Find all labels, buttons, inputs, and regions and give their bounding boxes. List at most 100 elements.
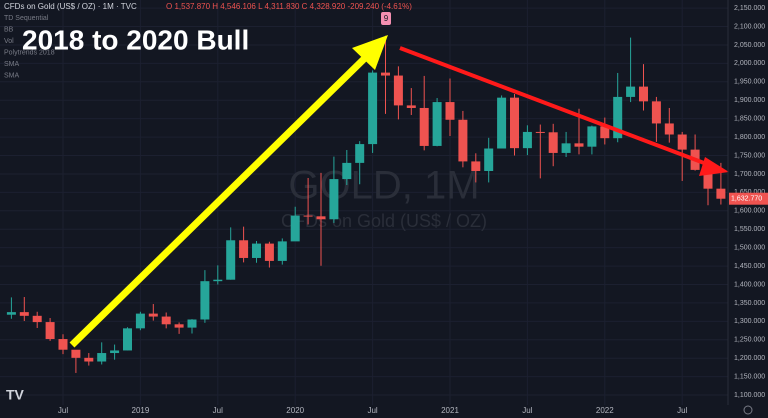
candle-body <box>664 123 674 135</box>
candle-body <box>71 349 81 358</box>
y-tick-label: 1,650.000 <box>734 189 765 196</box>
y-tick-label: 1,550.000 <box>734 226 765 233</box>
candle-body <box>290 215 300 242</box>
candle-body <box>6 312 16 315</box>
y-tick-label: 1,600.000 <box>734 208 765 215</box>
y-tick-label: 2,050.000 <box>734 42 765 49</box>
y-tick-label: 2,000.000 <box>734 60 765 67</box>
x-tick-label: 2021 <box>441 406 459 415</box>
candle-body <box>406 105 416 108</box>
y-tick-label: 1,500.000 <box>734 244 765 251</box>
y-tick-label: 1,150.000 <box>734 373 765 380</box>
y-tick-label: 1,400.000 <box>734 281 765 288</box>
annotation: 2018 to 2020 Bull <box>22 24 249 55</box>
header-values: O 1,537.870 H 4,546.106 L 4,311.830 C 4,… <box>166 2 412 11</box>
bear-arrow <box>399 46 729 176</box>
y-tick-label: 2,150.000 <box>734 5 765 12</box>
y-tick-label: 1,950.000 <box>734 79 765 86</box>
indicator-label: BB <box>4 26 14 33</box>
y-tick-label: 1,100.000 <box>734 392 765 399</box>
candle-body <box>716 188 726 199</box>
candle-body <box>574 143 584 147</box>
indicator-label: Vol <box>4 38 14 45</box>
last-price-label: 1,632.770 <box>731 196 762 203</box>
x-tick-label: 2022 <box>596 406 614 415</box>
chart-title: CFDs on Gold (US$ / OZ) · 1M · TVC <box>4 2 137 11</box>
candle-body <box>84 357 94 362</box>
y-tick-label: 1,800.000 <box>734 134 765 141</box>
candle-body <box>226 240 236 280</box>
candle-body <box>471 161 481 171</box>
candle-body <box>535 131 545 133</box>
candle-body <box>445 102 455 120</box>
candle-body <box>19 312 29 316</box>
settings-icon[interactable] <box>743 405 753 415</box>
candle-body <box>58 339 68 350</box>
candle-body <box>148 313 158 317</box>
candle-body <box>484 148 494 171</box>
y-tick-label: 1,850.000 <box>734 116 765 123</box>
y-tick-label: 1,450.000 <box>734 263 765 270</box>
candle-body <box>497 97 507 149</box>
candle-body <box>393 75 403 106</box>
candle-body <box>252 243 261 258</box>
y-tick-label: 1,300.000 <box>734 318 765 325</box>
candle-body <box>316 216 326 220</box>
signal-label: 9 <box>384 14 389 23</box>
indicator-label: Polytrends 2018 <box>4 49 55 56</box>
candle-body <box>639 86 648 102</box>
candle-body <box>510 97 519 149</box>
candle-body <box>613 96 623 139</box>
candle-body <box>342 162 352 180</box>
candle-body <box>432 102 442 146</box>
x-tick-label: Jul <box>522 406 532 415</box>
x-tick-label: Jul <box>367 406 377 415</box>
candle-body <box>110 350 120 354</box>
candle-body <box>355 144 365 163</box>
bull-arrow <box>69 35 388 348</box>
y-tick-label: 1,200.000 <box>734 355 765 362</box>
y-tick-label: 1,900.000 <box>734 97 765 104</box>
watermark: GOLD, 1M <box>288 164 479 208</box>
candle-body <box>587 126 597 147</box>
candle-body <box>548 132 558 153</box>
candle-body <box>97 353 107 362</box>
x-tick-label: 2019 <box>132 406 150 415</box>
watermark-subtitle: CFDs on Gold (US$ / OZ) <box>281 211 487 231</box>
y-tick-label: 1,750.000 <box>734 152 765 159</box>
indicator-label: TD Sequential <box>4 15 49 22</box>
candle-body <box>303 215 313 217</box>
candle-body <box>45 322 55 340</box>
candle-body <box>329 179 339 220</box>
y-tick-label: 2,100.000 <box>734 23 765 30</box>
candle-body <box>32 315 42 323</box>
y-tick-label: 1,250.000 <box>734 337 765 344</box>
indicator-label: SMA <box>4 61 20 68</box>
candle-body <box>135 313 145 329</box>
y-tick-label: 1,700.000 <box>734 171 765 178</box>
candle-body <box>200 281 210 320</box>
y-tick-label: 1,350.000 <box>734 300 765 307</box>
x-tick-label: Jul <box>677 406 687 415</box>
candle-body <box>561 143 571 153</box>
candle-body <box>161 316 171 325</box>
candle-body <box>187 319 197 328</box>
logo: TV <box>6 387 25 403</box>
candle-body <box>123 328 132 351</box>
x-tick-label: Jul <box>213 406 223 415</box>
candle-body <box>626 86 636 97</box>
candle-body <box>419 107 429 146</box>
candle-body <box>213 279 223 282</box>
x-tick-label: Jul <box>58 406 68 415</box>
candle-body <box>264 243 274 261</box>
x-tick-label: 2020 <box>286 406 304 415</box>
candle-body <box>174 324 184 328</box>
candle-body <box>381 72 390 76</box>
last-price-tag <box>729 192 768 205</box>
candle-body <box>239 240 249 258</box>
candle-body <box>368 72 378 145</box>
candle-body <box>600 126 610 139</box>
candle-body <box>522 131 532 149</box>
